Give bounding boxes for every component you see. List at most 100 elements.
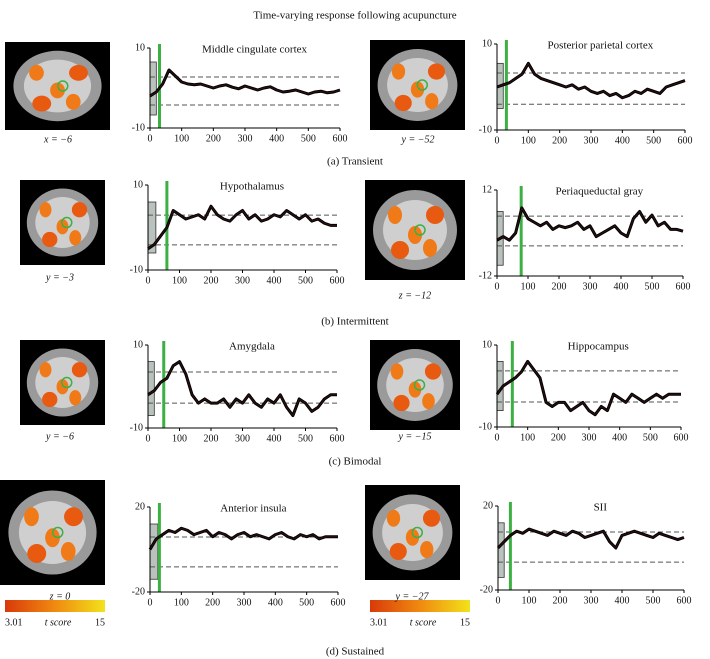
- activation-blob: [423, 239, 437, 257]
- chart-title: Amygdala: [229, 341, 275, 353]
- roi-marker: [52, 526, 64, 539]
- x-tick-label: 200: [206, 133, 221, 144]
- y-tick-label: -10: [130, 264, 143, 275]
- x-tick-label: 300: [238, 133, 253, 144]
- x-tick-label: 200: [205, 597, 220, 608]
- roi-marker: [61, 376, 73, 389]
- activation-blob: [426, 206, 444, 224]
- x-tick-label: 600: [331, 597, 346, 608]
- slice-label: z = −12: [398, 290, 431, 301]
- x-tick-label: 200: [552, 135, 567, 146]
- y-tick-label: -20: [132, 586, 145, 597]
- chart-title: Hypothalamus: [220, 181, 284, 193]
- x-tick-label: 300: [584, 595, 599, 606]
- slice-label: y = −27: [395, 591, 430, 602]
- y-tick-label: -12: [479, 270, 492, 281]
- y-tick-label: -10: [130, 422, 143, 433]
- x-tick-label: 500: [301, 133, 316, 144]
- x-tick-label: 300: [235, 433, 250, 444]
- caption: (b) Intermittent: [321, 316, 389, 328]
- y-tick-label: 10: [482, 339, 492, 350]
- slice-label: y = −3: [45, 272, 74, 283]
- activation-blob: [32, 95, 52, 112]
- chart-title: Hippocampus: [568, 341, 629, 353]
- colorbar-label: t score: [410, 617, 437, 628]
- roi-marker: [414, 224, 426, 236]
- activation-blob: [45, 528, 60, 548]
- baseline-box: [497, 522, 505, 578]
- roi-marker: [416, 79, 428, 91]
- x-tick-label: 200: [551, 432, 566, 443]
- activation-blob: [422, 509, 441, 527]
- x-tick-label: 0: [495, 432, 500, 443]
- slice-label: y = −6: [45, 431, 74, 442]
- activation-blob: [50, 82, 65, 99]
- activation-blob: [42, 231, 58, 248]
- chart-title: Middle cingulate cortex: [202, 44, 308, 56]
- chart-title: Periaqueductal gray: [555, 186, 643, 198]
- x-tick-label: 100: [521, 135, 536, 146]
- y-tick-label: 10: [133, 179, 143, 190]
- activation-blob: [24, 507, 39, 527]
- x-tick-label: 0: [148, 133, 153, 144]
- chart-title: SII: [594, 502, 608, 514]
- activation-blob: [420, 541, 434, 559]
- x-tick-label: 0: [146, 433, 151, 444]
- x-tick-label: 500: [298, 433, 313, 444]
- activation-blob: [60, 541, 76, 561]
- line: [496, 62, 686, 99]
- activation-blob: [408, 381, 422, 398]
- x-tick-label: 400: [612, 432, 627, 443]
- activation-blob: [27, 544, 47, 563]
- roi-marker: [413, 379, 426, 391]
- activation-blob: [394, 94, 412, 112]
- x-tick-label: 400: [267, 275, 282, 286]
- activation-blob: [42, 391, 58, 408]
- line: [496, 207, 684, 241]
- line-halo: [148, 526, 338, 551]
- x-tick-label: 300: [584, 135, 599, 146]
- colorbar-min: 3.01: [5, 617, 23, 628]
- y-tick-label: -10: [132, 122, 145, 133]
- x-tick-label: 300: [583, 281, 598, 292]
- y-tick-label: 10: [482, 38, 492, 49]
- x-tick-label: 100: [172, 433, 187, 444]
- y-tick-label: 10: [133, 339, 143, 350]
- colorbar: [5, 600, 105, 612]
- x-tick-label: 400: [615, 595, 630, 606]
- line-halo: [495, 359, 681, 417]
- activation-blob: [29, 64, 44, 81]
- x-tick-label: 0: [148, 597, 153, 608]
- x-tick-label: 100: [174, 133, 189, 144]
- x-tick-label: 600: [674, 432, 689, 443]
- baseline-box: [147, 361, 155, 416]
- activation-blob: [405, 528, 420, 546]
- x-tick-label: 600: [676, 281, 691, 292]
- line-halo: [149, 68, 341, 98]
- roi-marker: [61, 216, 73, 229]
- activation-blob: [424, 363, 442, 380]
- figure-title: Time-varying response following acupunct…: [253, 10, 456, 22]
- activation-blob: [391, 241, 409, 259]
- roi-marker: [411, 526, 423, 539]
- x-tick-label: 400: [267, 433, 282, 444]
- x-tick-label: 600: [677, 595, 692, 606]
- y-tick-label: 12: [482, 184, 492, 195]
- x-tick-label: 500: [298, 275, 313, 286]
- x-tick-label: 300: [237, 597, 252, 608]
- x-tick-label: 0: [146, 275, 151, 286]
- x-tick-label: 100: [174, 597, 189, 608]
- activation-blob: [386, 509, 401, 527]
- activation-blob: [410, 81, 425, 98]
- activation-blob: [388, 206, 402, 224]
- activation-blob: [64, 507, 83, 527]
- x-tick-label: 0: [495, 135, 500, 146]
- colorbar-max: 15: [95, 617, 105, 628]
- colorbar-max: 15: [460, 617, 470, 628]
- x-tick-label: 300: [235, 275, 250, 286]
- colorbar-label: t score: [45, 617, 72, 628]
- activation-blob: [39, 362, 52, 378]
- x-tick-label: 600: [333, 133, 348, 144]
